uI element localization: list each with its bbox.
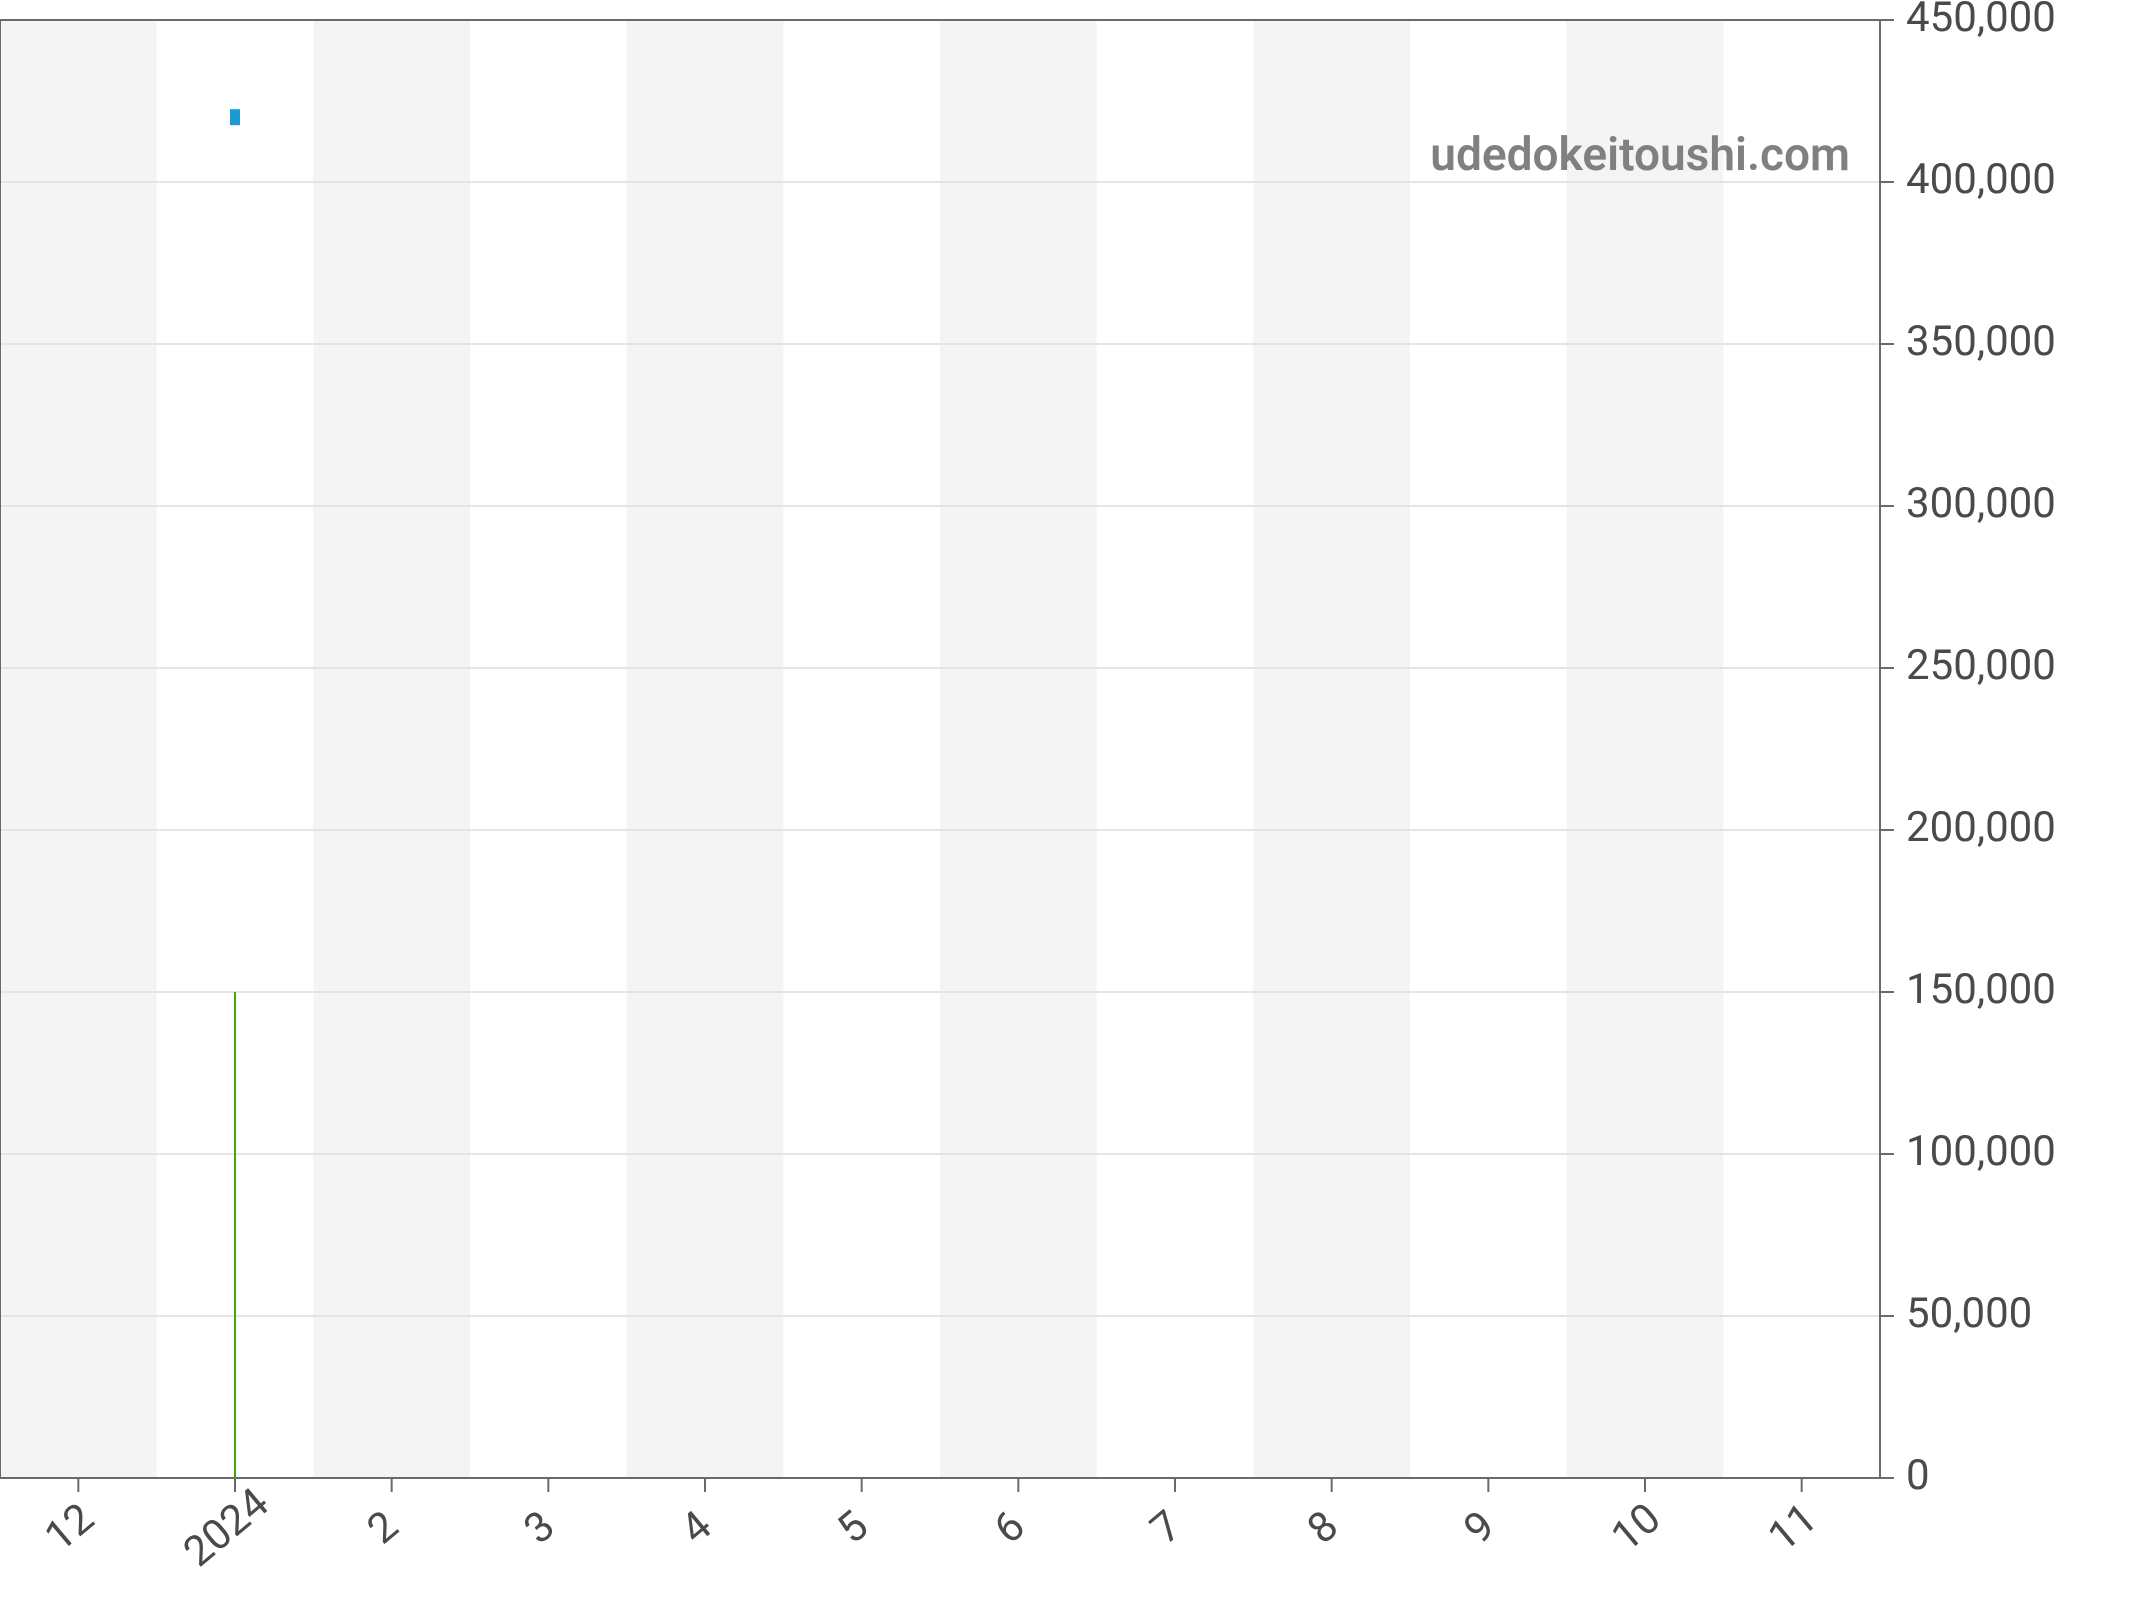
xtick-label: 5 — [828, 1501, 878, 1554]
chart-band — [627, 20, 784, 1478]
xtick-label: 9 — [1455, 1501, 1505, 1554]
ytick-label: 200,000 — [1906, 803, 2056, 852]
chart-band — [940, 20, 1097, 1478]
watermark-text: udedokeitoushi.com — [1430, 128, 1850, 182]
ytick-label: 250,000 — [1906, 641, 2056, 690]
xtick-label: 12 — [36, 1494, 104, 1562]
ytick-label: 100,000 — [1906, 1127, 2056, 1176]
chart-svg: 0 50,000 100,000 150,000 200,000 250,000 300,0… — [0, 0, 2144, 1600]
xtick-label: 7 — [1142, 1501, 1192, 1554]
xtick-label: 11 — [1759, 1494, 1827, 1562]
xtick-label: 4 — [672, 1501, 722, 1554]
ytick-label: 150,000 — [1906, 965, 2056, 1014]
xtick-label: 2024 — [174, 1479, 278, 1577]
xtick-label: 6 — [985, 1501, 1035, 1554]
xtick-label: 10 — [1602, 1494, 1670, 1562]
ytick-label: 300,000 — [1906, 479, 2056, 528]
price-chart: 0 50,000 100,000 150,000 200,000 250,000 300,0… — [0, 0, 2144, 1600]
xtick-label: 8 — [1298, 1501, 1348, 1554]
ytick-label: 0 — [1906, 1451, 1930, 1500]
chart-band — [0, 20, 157, 1478]
ytick-label: 450,000 — [1906, 0, 2056, 42]
ytick-label: 50,000 — [1906, 1289, 2032, 1338]
chart-band — [1253, 20, 1410, 1478]
chart-band — [1567, 20, 1724, 1478]
chart-band — [313, 20, 470, 1478]
ytick-label: 350,000 — [1906, 317, 2056, 366]
xtick-label: 3 — [515, 1501, 565, 1554]
xtick-label: 2 — [358, 1501, 408, 1554]
data-marker — [230, 109, 240, 125]
ytick-label: 400,000 — [1906, 155, 2056, 204]
